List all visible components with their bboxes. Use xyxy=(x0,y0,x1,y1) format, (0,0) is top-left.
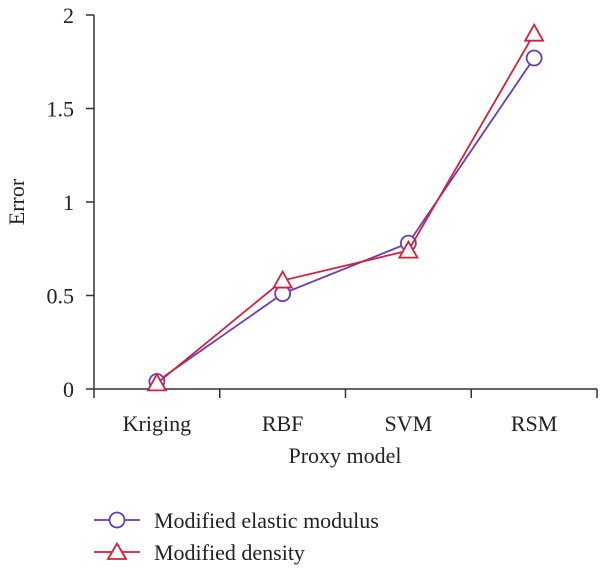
y-tick-label: 0 xyxy=(63,377,74,402)
x-tick-label: Kriging xyxy=(123,411,191,436)
y-tick-label: 1 xyxy=(63,190,74,215)
x-ticks: Kriging RBF SVM RSM xyxy=(93,389,598,436)
legend-marker-circle xyxy=(108,511,126,529)
legend-entry-density: Modified density xyxy=(94,540,305,565)
x-tick-label: RBF xyxy=(262,411,304,436)
legend-entry-elastic-modulus: Modified elastic modulus xyxy=(94,508,379,533)
y-tick-label: 1.5 xyxy=(47,97,75,122)
data-point-triangle xyxy=(523,22,545,42)
series-line xyxy=(156,33,535,385)
legend: Modified elastic modulus Modified densit… xyxy=(94,508,379,565)
y-ticks: 0 0.5 1 1.5 2 xyxy=(47,3,94,402)
y-axis-title: Error xyxy=(4,178,29,225)
series-line xyxy=(156,57,535,383)
x-tick-label: RSM xyxy=(511,411,557,436)
legend-label-elastic-modulus: Modified elastic modulus xyxy=(154,508,379,533)
data-point-triangle xyxy=(146,372,168,392)
x-tick-label: SVM xyxy=(385,411,433,436)
data-point-circle xyxy=(525,49,543,67)
x-axis-title: Proxy model xyxy=(288,443,401,468)
series-1 xyxy=(146,22,545,392)
data-point-triangle xyxy=(397,239,419,259)
data-point-triangle xyxy=(272,269,294,289)
legend-label-density: Modified density xyxy=(154,540,305,565)
legend-marker-triangle xyxy=(106,541,128,560)
series-0 xyxy=(148,49,543,390)
y-tick-label: 0.5 xyxy=(47,284,75,309)
series-layer xyxy=(146,22,545,392)
y-tick-label: 2 xyxy=(63,3,74,28)
